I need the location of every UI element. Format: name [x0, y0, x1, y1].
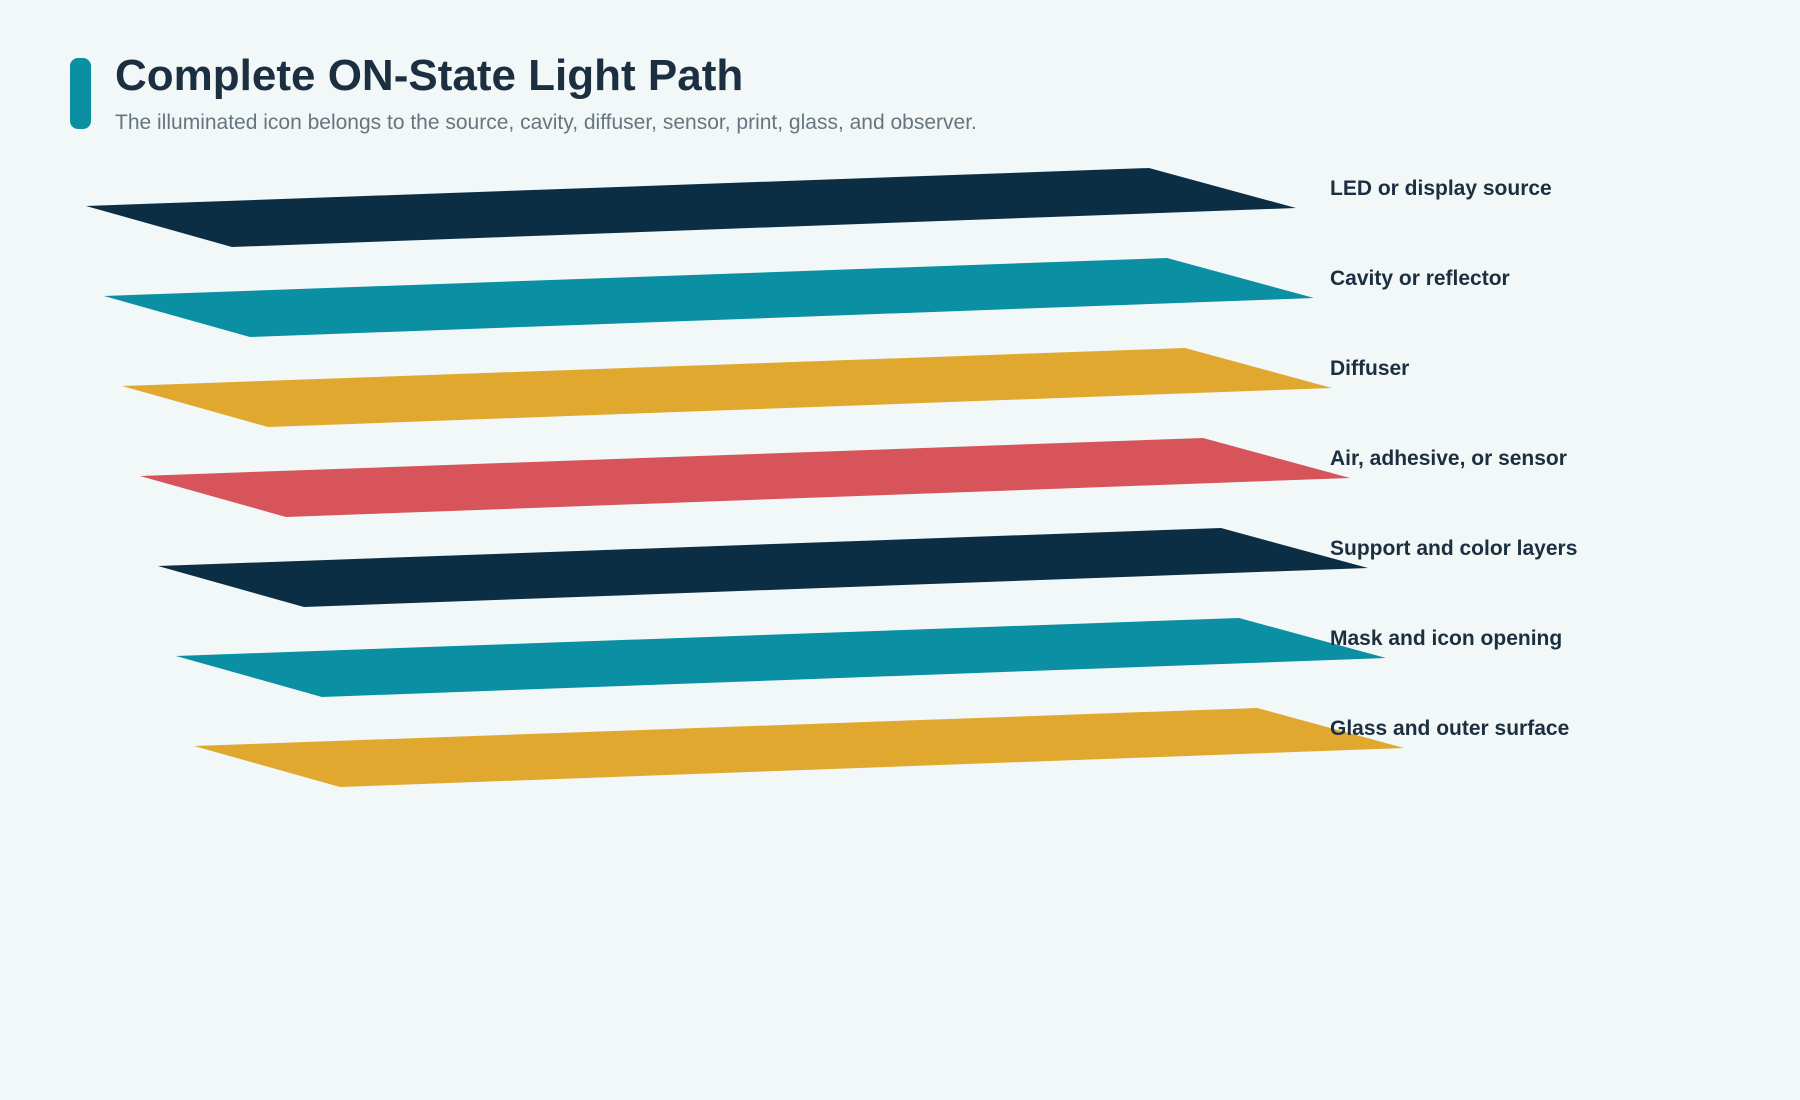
- layer-slab-diffuser: [122, 348, 1332, 427]
- layer-slab-air-adhesive-or-sensor: [140, 438, 1350, 517]
- layer-slab-glass-and-outer-surface: [194, 708, 1404, 787]
- title-accent-bar: [70, 58, 91, 129]
- layer-slab-led-or-display-source: [86, 168, 1296, 247]
- layer-label-glass-and-outer-surface: Glass and outer surface: [1330, 717, 1569, 740]
- layer-label-mask-and-icon-opening: Mask and icon opening: [1330, 627, 1562, 650]
- layer-label-air-adhesive-or-sensor: Air, adhesive, or sensor: [1330, 447, 1567, 470]
- page-subtitle: The illuminated icon belongs to the sour…: [115, 111, 977, 134]
- layer-label-diffuser: Diffuser: [1330, 357, 1409, 380]
- layer-slab-support-and-color-layers: [158, 528, 1368, 607]
- page-title: Complete ON-State Light Path: [115, 51, 744, 100]
- layer-label-cavity-or-reflector: Cavity or reflector: [1330, 267, 1510, 290]
- layer-label-support-and-color-layers: Support and color layers: [1330, 537, 1577, 560]
- layer-slab-cavity-or-reflector: [104, 258, 1314, 337]
- layer-slab-mask-and-icon-opening: [176, 618, 1386, 697]
- layer-label-led-or-display-source: LED or display source: [1330, 177, 1552, 200]
